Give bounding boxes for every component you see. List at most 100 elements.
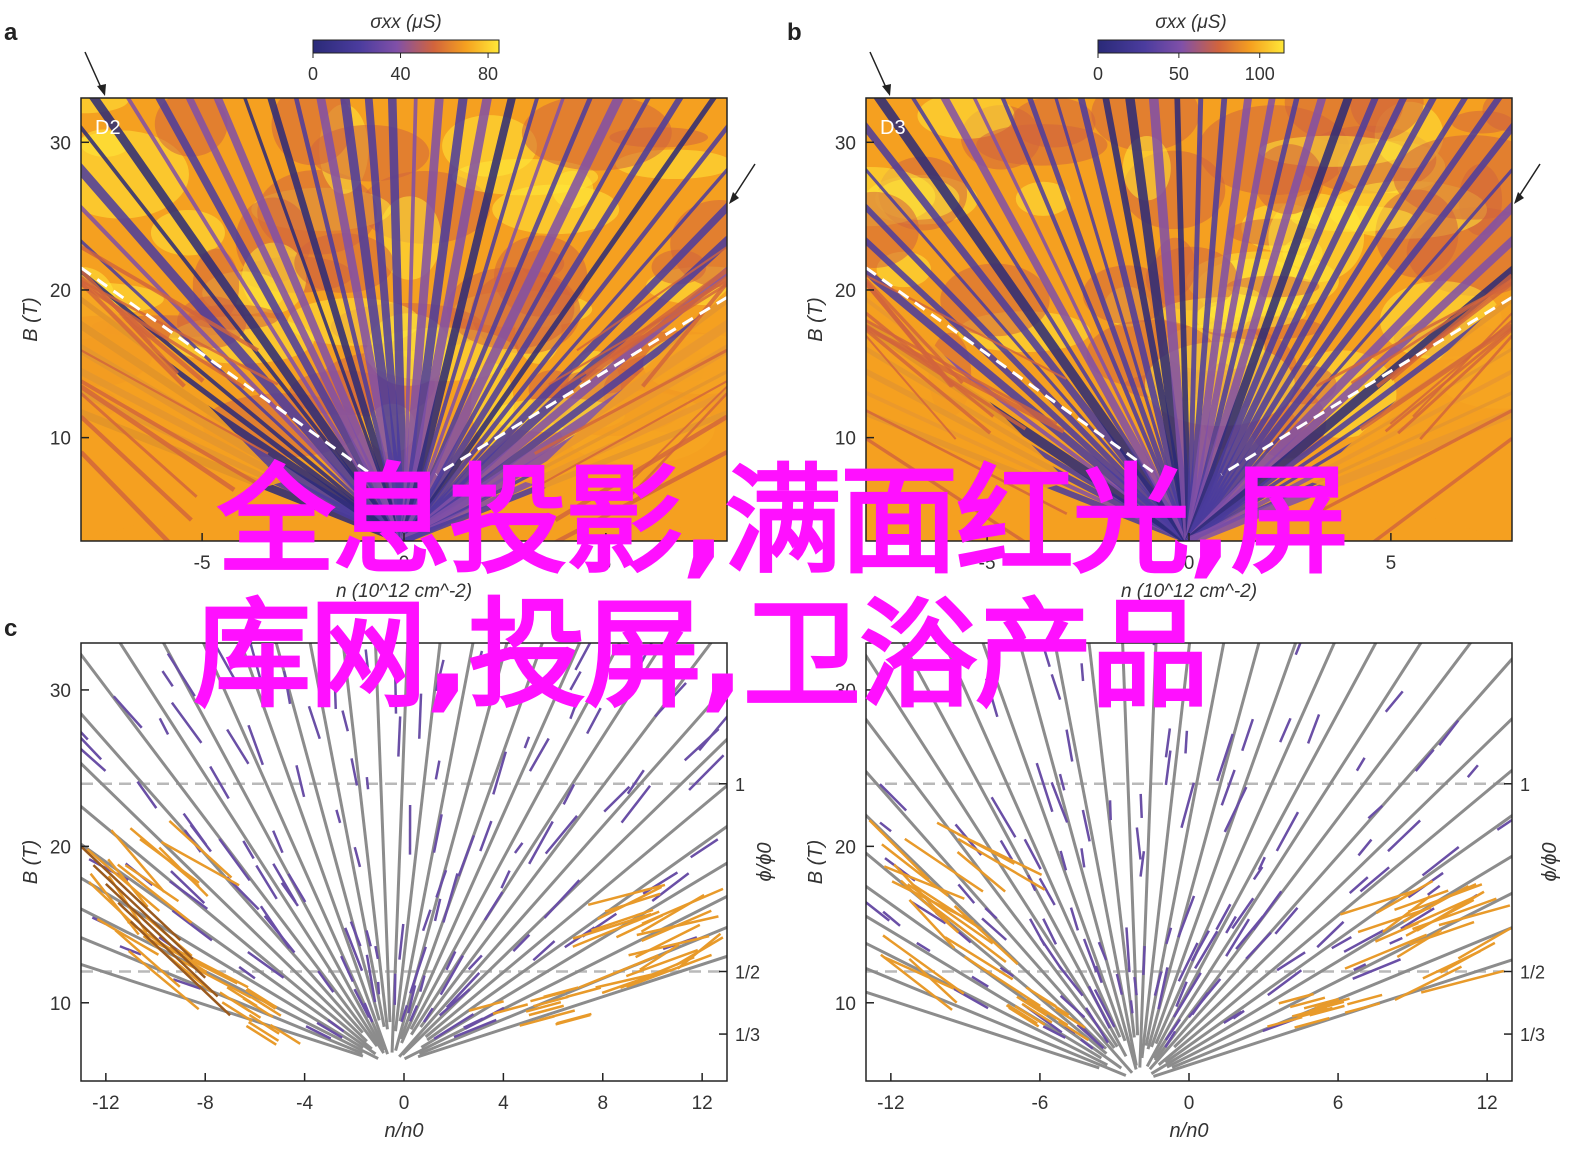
fan-line-gray: [1140, 643, 1192, 1059]
heatmap-left-line: [81, 268, 179, 375]
fan-segment-orange: [1457, 926, 1512, 960]
heatmap-fan-stripe: [81, 268, 406, 541]
heatmap-fan-stripe: [866, 266, 1192, 541]
fan-segment-purple: [341, 710, 350, 732]
fan-segment-purple: [726, 898, 727, 902]
fan-line-gray: [1145, 643, 1378, 1068]
fan-segment-purple: [818, 788, 857, 818]
fan-segment-purple: [984, 907, 998, 920]
fan-segment-purple: [821, 807, 836, 822]
fan-segment-orange: [1016, 995, 1048, 1017]
heatmap-right-line: [1419, 334, 1512, 441]
right-tick-label: 1/3: [1520, 1025, 1545, 1045]
fan-segment-purple: [365, 930, 372, 947]
fan-segment-orange: [906, 883, 994, 945]
fan-segment-purple: [467, 954, 483, 971]
heatmap-fan-stripe: [873, 98, 1193, 541]
fan-segment-purple: [353, 846, 362, 868]
fan-segment-purple: [249, 643, 263, 682]
fan-segment-orange: [626, 953, 712, 989]
heatmap-fan-stripe: [243, 98, 406, 541]
heatmap-fan-stripe: [402, 98, 540, 541]
fan-segment-brown: [81, 845, 182, 942]
heatmap-fan-stripe: [81, 124, 406, 541]
panel-letter-b: b: [787, 19, 802, 46]
heatmap-fan-stripe: [1186, 98, 1204, 541]
heatmap-label: D2: [95, 117, 121, 139]
fan-segment-purple: [1080, 848, 1086, 868]
fan-segment-orange: [931, 904, 1007, 964]
fan-segment-purple: [1042, 646, 1051, 668]
fan-line-gray: [81, 652, 379, 1048]
fan-line-gray: [866, 914, 1103, 1060]
heatmap-fan-stripe: [400, 98, 516, 541]
fan-segment-orange: [1344, 1002, 1381, 1014]
fan-segment-purple: [690, 838, 719, 859]
fan-segment-purple: [698, 714, 727, 752]
fan-segment-purple: [1421, 846, 1460, 877]
dashed-boundary-right: [435, 296, 727, 476]
fan-segment-purple: [1294, 643, 1302, 656]
fan-line-gray: [419, 643, 713, 1028]
fan-line-gray: [866, 851, 1108, 1055]
fan-segment-orange: [1294, 1016, 1330, 1029]
fan-segment-purple: [1215, 903, 1232, 931]
heatmap-fan-stripe: [81, 238, 406, 541]
x-tick-label: -4: [296, 1093, 313, 1114]
fan-segment-purple: [562, 783, 576, 805]
heatmap-fan-stripe: [401, 294, 727, 541]
fan-line-gray: [1087, 643, 1136, 1038]
fan-segment-purple: [971, 975, 989, 988]
fan-segment-orange: [1344, 933, 1428, 970]
fan-segment-orange: [904, 837, 984, 893]
fan-segment-orange: [248, 1013, 280, 1035]
fan-segment-purple: [305, 1025, 332, 1040]
arrow-top-left-head: [882, 84, 891, 96]
x-tick-label: 6: [1333, 1093, 1344, 1114]
heatmap-fan-stripe: [401, 98, 593, 541]
fan-segment-purple: [161, 670, 174, 687]
x-tick-label: -12: [877, 1093, 904, 1114]
fan-segment-orange: [1347, 993, 1383, 1006]
fan-segment-purple: [365, 777, 370, 790]
fan-segment-orange: [114, 929, 181, 988]
fan-segment-purple: [651, 872, 690, 902]
fan-segment-purple: [81, 730, 89, 741]
fan-segment-orange: [1404, 895, 1476, 930]
fan-segment-orange: [468, 1000, 504, 1012]
fan-line-gray: [398, 683, 727, 1058]
fan-segment-purple: [349, 921, 362, 947]
fan-segment-orange: [676, 932, 722, 970]
fan-segment-orange: [1289, 996, 1326, 1009]
fan-line-gray: [201, 643, 386, 1049]
fan-segment-purple: [981, 917, 1008, 941]
fan-segment-purple: [407, 984, 417, 1014]
fan-segment-purple: [483, 891, 504, 921]
right-tick-label: 1/3: [735, 1025, 760, 1045]
fan-segment-purple: [272, 830, 284, 854]
heatmap-fan-stripe: [401, 235, 727, 541]
fan-segment-purple: [1164, 750, 1172, 786]
fan-line-gray: [398, 643, 475, 1022]
fan-segment-purple: [209, 765, 230, 800]
heatmap-left-line: [81, 392, 198, 498]
fan-segment-purple: [990, 796, 1017, 838]
fan-segment-purple: [255, 864, 278, 900]
fan-segment-purple: [400, 1004, 409, 1023]
heatmap-left-line: [81, 275, 205, 383]
x-tick-label: 0: [399, 553, 410, 574]
heatmap-fan-stripe: [340, 98, 409, 541]
fan-segment-purple: [1139, 851, 1146, 877]
heatmap-blob: [81, 98, 129, 114]
fan-segment-orange: [1038, 995, 1070, 1017]
fan-segment-purple: [1225, 915, 1237, 934]
fan-segment-purple: [1306, 714, 1321, 744]
fan-segment-brown: [117, 901, 219, 998]
colorbar-tick-label: 100: [1245, 64, 1275, 84]
colorbar-tick-label: 50: [1169, 64, 1189, 84]
heatmap-label: D3: [880, 117, 906, 139]
fan-segment-purple: [316, 1021, 343, 1039]
fan-segment-purple: [1115, 973, 1124, 995]
fan-segment-orange: [250, 995, 282, 1017]
